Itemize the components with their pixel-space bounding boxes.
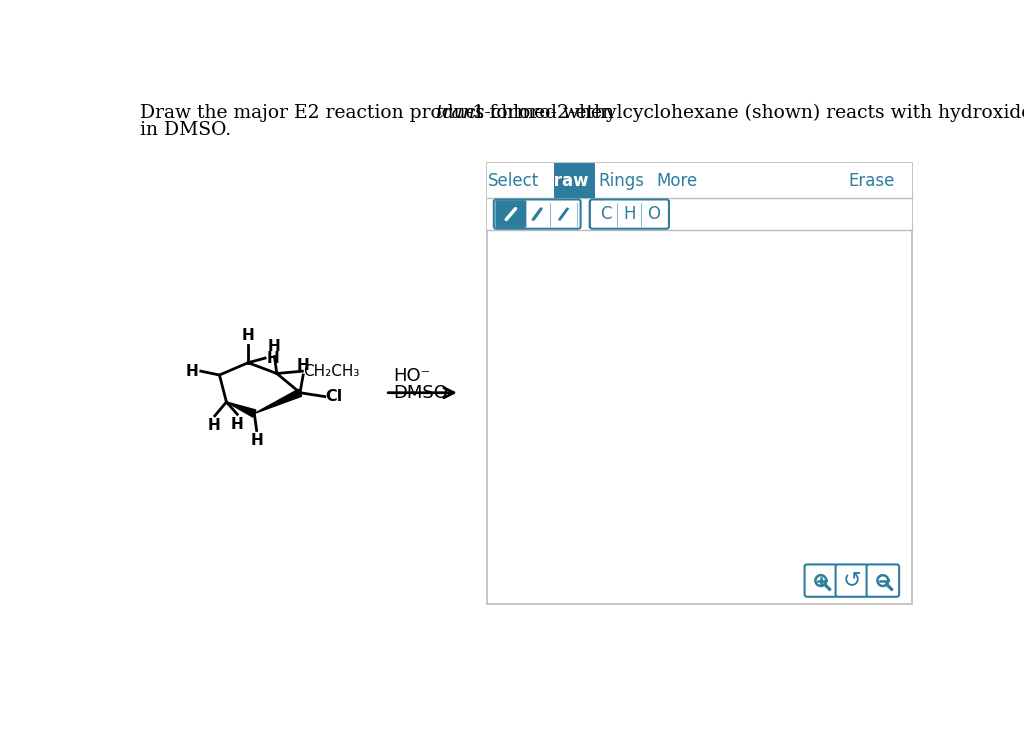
Text: H: H: [266, 351, 280, 366]
FancyBboxPatch shape: [494, 200, 581, 229]
Text: CH₂CH₃: CH₂CH₃: [303, 363, 359, 379]
Bar: [486, 198, 911, 231]
FancyBboxPatch shape: [866, 565, 899, 597]
Text: H: H: [230, 417, 244, 432]
Text: H: H: [185, 363, 199, 379]
Text: Rings: Rings: [598, 171, 644, 189]
FancyBboxPatch shape: [496, 201, 526, 228]
Text: H: H: [250, 433, 263, 448]
Bar: [486, 163, 911, 198]
Text: More: More: [656, 171, 697, 189]
Text: DMSO: DMSO: [393, 385, 447, 403]
Text: H: H: [242, 327, 255, 342]
Text: H: H: [624, 205, 636, 223]
Text: H: H: [268, 339, 281, 354]
Text: C: C: [600, 205, 611, 223]
Text: ↺: ↺: [843, 571, 861, 590]
Text: HO⁻: HO⁻: [393, 366, 430, 385]
Text: H: H: [297, 357, 309, 372]
FancyBboxPatch shape: [590, 200, 669, 229]
Text: Erase: Erase: [849, 171, 895, 189]
Bar: [486, 163, 911, 604]
Text: Draw the major E2 reaction product formed when: Draw the major E2 reaction product forme…: [139, 104, 620, 122]
Text: O: O: [647, 205, 659, 223]
Text: in DMSO.: in DMSO.: [139, 121, 230, 139]
Polygon shape: [226, 402, 256, 417]
Bar: [554, 163, 595, 198]
Text: H: H: [208, 418, 220, 433]
FancyBboxPatch shape: [836, 565, 868, 597]
Text: Draw: Draw: [540, 171, 589, 189]
Text: Select: Select: [488, 171, 540, 189]
Polygon shape: [254, 389, 302, 414]
Text: trans: trans: [436, 104, 485, 122]
Text: -1-chloro-2-ethylcyclohexane (shown) reacts with hydroxide ion: -1-chloro-2-ethylcyclohexane (shown) rea…: [466, 104, 1024, 122]
Text: Cl: Cl: [326, 389, 343, 404]
FancyBboxPatch shape: [805, 565, 838, 597]
